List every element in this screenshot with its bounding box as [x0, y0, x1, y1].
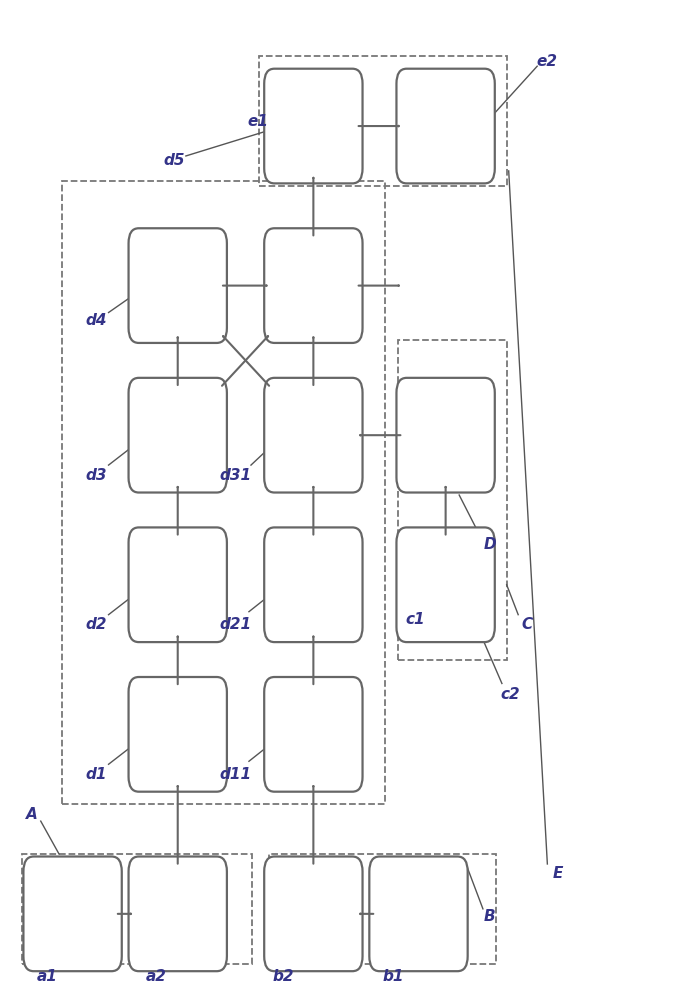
- Text: d5: d5: [163, 153, 185, 168]
- FancyBboxPatch shape: [264, 677, 362, 792]
- Text: e2: e2: [537, 54, 558, 69]
- Bar: [22, 854, 253, 964]
- FancyBboxPatch shape: [129, 857, 227, 971]
- FancyBboxPatch shape: [264, 228, 362, 343]
- Text: d11: d11: [219, 767, 251, 782]
- Text: b1: b1: [383, 969, 404, 984]
- Bar: [259, 56, 507, 186]
- FancyBboxPatch shape: [264, 69, 362, 183]
- Text: d3: d3: [86, 468, 107, 483]
- Text: e1: e1: [247, 114, 268, 129]
- Text: c1: c1: [405, 612, 425, 627]
- Text: B: B: [484, 909, 496, 924]
- Text: d2: d2: [86, 617, 107, 632]
- FancyBboxPatch shape: [396, 69, 495, 183]
- FancyBboxPatch shape: [129, 378, 227, 493]
- Text: a1: a1: [37, 969, 58, 984]
- FancyBboxPatch shape: [264, 527, 362, 642]
- Text: a2: a2: [146, 969, 166, 984]
- Text: d31: d31: [219, 468, 251, 483]
- Text: d21: d21: [219, 617, 251, 632]
- Text: c2: c2: [501, 687, 520, 702]
- Text: C: C: [522, 617, 533, 632]
- Text: E: E: [552, 866, 563, 881]
- FancyBboxPatch shape: [129, 677, 227, 792]
- Text: b2: b2: [272, 969, 294, 984]
- FancyBboxPatch shape: [396, 378, 495, 493]
- FancyBboxPatch shape: [129, 228, 227, 343]
- Bar: [269, 854, 496, 964]
- FancyBboxPatch shape: [129, 527, 227, 642]
- FancyBboxPatch shape: [23, 857, 122, 971]
- FancyBboxPatch shape: [369, 857, 468, 971]
- Text: d1: d1: [86, 767, 107, 782]
- FancyBboxPatch shape: [396, 527, 495, 642]
- Text: d4: d4: [86, 313, 107, 328]
- Bar: [398, 340, 507, 660]
- FancyBboxPatch shape: [264, 378, 362, 493]
- FancyBboxPatch shape: [264, 857, 362, 971]
- Bar: [63, 181, 385, 804]
- Text: D: D: [484, 537, 496, 552]
- Text: A: A: [26, 807, 37, 822]
